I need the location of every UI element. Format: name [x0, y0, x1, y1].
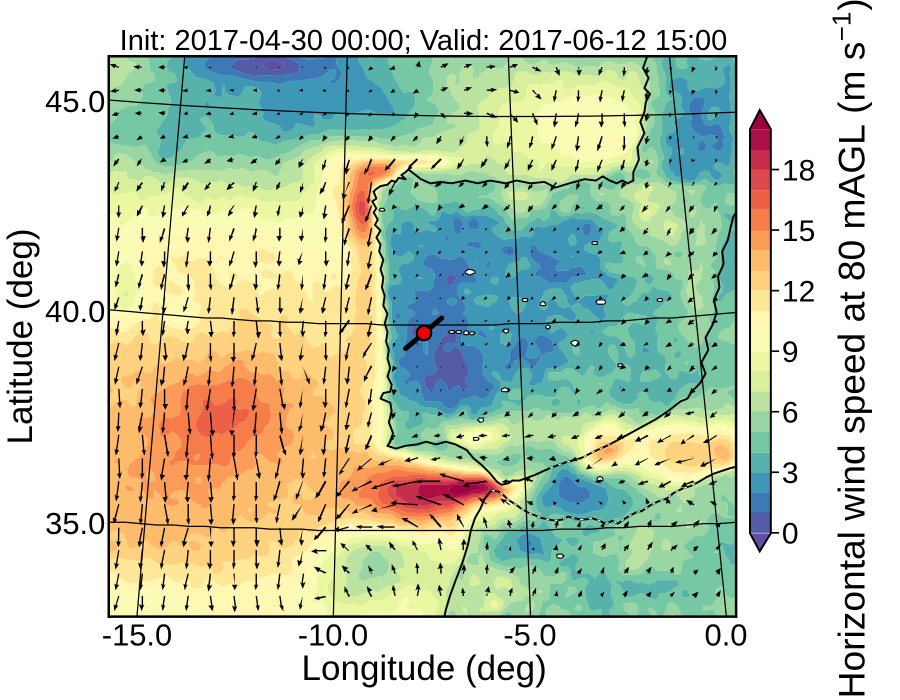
svg-text:35.0: 35.0: [45, 506, 105, 541]
svg-text:Latitude (deg): Latitude (deg): [1, 228, 40, 444]
svg-text:0.0: 0.0: [705, 618, 748, 653]
svg-text:40.0: 40.0: [45, 294, 105, 329]
svg-text:0: 0: [782, 518, 799, 551]
svg-text:45.0: 45.0: [45, 84, 105, 119]
svg-text:9: 9: [782, 336, 799, 369]
svg-text:6: 6: [782, 397, 799, 430]
svg-text:-10.0: -10.0: [298, 618, 368, 653]
svg-text:15: 15: [782, 215, 815, 248]
svg-text:12: 12: [782, 276, 815, 309]
svg-text:18: 18: [782, 154, 815, 187]
svg-text:Init: 2017-04-30 00:00; Valid:: Init: 2017-04-30 00:00; Valid: 2017-06-1…: [120, 25, 728, 57]
svg-text:H o r i z o n t a l w i n d: H o r i z o n t a l w i n d s p e e d a …: [827, 0, 873, 698]
svg-text:-15.0: -15.0: [102, 618, 172, 653]
svg-text:-5.0: -5.0: [503, 618, 556, 653]
svg-text:3: 3: [782, 457, 799, 490]
svg-text:Longitude (deg): Longitude (deg): [302, 649, 547, 688]
